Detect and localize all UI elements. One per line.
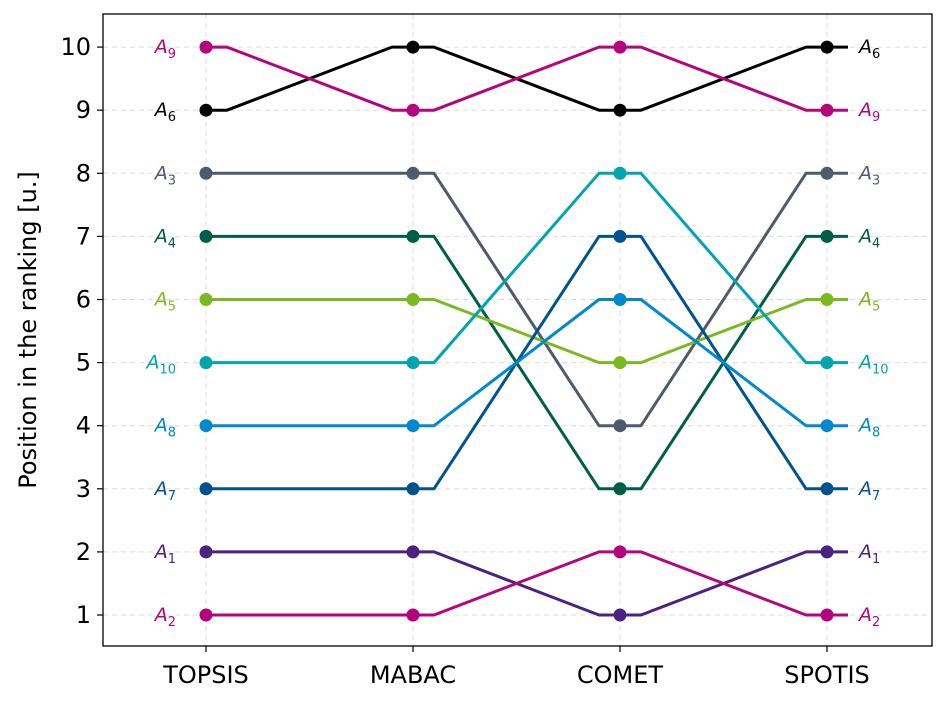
point-a6-topsis — [199, 103, 213, 117]
y-axis-label: Position in the ranking [u.] — [14, 171, 42, 489]
x-tick-label: TOPSIS — [162, 661, 249, 689]
series-end-labels: A1 A1 A2 A2 A3 A3 A4 A4 A5 A5 A6 A6 A7 A7 A8 A8 A9 A9 A10 A… — [144, 36, 888, 630]
point-a6-spotis — [820, 40, 834, 54]
point-a6-comet — [613, 103, 627, 117]
point-a5-topsis — [199, 293, 213, 306]
y-tick-label: 7 — [76, 222, 91, 250]
point-a9-mabac — [406, 103, 420, 117]
label-right-a3: A3 — [857, 162, 880, 188]
point-a10-mabac — [406, 356, 420, 370]
point-a9-spotis — [820, 103, 834, 117]
plot-frame — [102, 13, 933, 647]
point-a1-topsis — [199, 545, 213, 559]
label-right-a10: A10 — [857, 352, 889, 378]
point-a8-spotis — [820, 419, 834, 433]
y-tick-label: 5 — [76, 349, 91, 377]
point-a1-spotis — [820, 545, 834, 559]
point-a9-topsis — [199, 40, 213, 54]
y-tick-label: 6 — [76, 286, 91, 314]
point-a6-mabac — [406, 40, 420, 54]
label-right-a5: A5 — [857, 289, 880, 315]
label-left-a7: A7 — [153, 478, 176, 504]
point-a3-comet — [613, 419, 627, 433]
series-line-a5 — [206, 298, 848, 365]
point-a5-spotis — [820, 293, 834, 306]
point-a4-comet — [613, 482, 627, 496]
label-left-a3: A3 — [153, 162, 176, 188]
y-tick-label: 10 — [60, 33, 91, 61]
y-tick-label: 1 — [76, 601, 91, 629]
point-a8-mabac — [406, 419, 420, 433]
y-axis-ticks: 1 2 3 4 5 6 7 8 9 10 — [60, 33, 103, 629]
point-a2-mabac — [406, 608, 420, 622]
point-a10-spotis — [820, 356, 834, 370]
label-left-a6: A6 — [153, 99, 176, 125]
x-tick-label: MABAC — [370, 661, 456, 689]
series-line-a10 — [206, 171, 848, 365]
label-right-a9: A9 — [857, 99, 880, 125]
point-a8-topsis — [199, 419, 213, 433]
point-a1-comet — [613, 608, 627, 622]
label-left-a4: A4 — [153, 225, 176, 251]
point-a2-comet — [613, 545, 627, 559]
point-a4-spotis — [820, 229, 834, 243]
label-right-a4: A4 — [857, 225, 880, 251]
label-left-a10: A10 — [144, 352, 176, 378]
label-left-a9: A9 — [153, 36, 176, 62]
point-a3-topsis — [199, 166, 213, 180]
series-line-a1 — [206, 550, 848, 617]
series-line-a6 — [206, 45, 848, 112]
y-tick-label: 2 — [76, 538, 91, 566]
label-left-a1: A1 — [153, 541, 176, 567]
point-a7-spotis — [820, 482, 834, 496]
point-a4-mabac — [406, 229, 420, 243]
label-right-a1: A1 — [857, 541, 880, 567]
label-left-a2: A2 — [153, 604, 176, 630]
point-a3-spotis — [820, 166, 834, 180]
point-a2-spotis — [820, 608, 834, 622]
x-axis-ticks: TOPSIS MABAC COMET SPOTIS — [162, 646, 870, 689]
x-tick-label: COMET — [577, 661, 664, 689]
point-a10-topsis — [199, 356, 213, 370]
point-a7-mabac — [406, 482, 420, 496]
point-a5-mabac — [406, 293, 420, 306]
point-a1-mabac — [406, 545, 420, 559]
x-tick-label: SPOTIS — [784, 661, 870, 689]
series-lines — [206, 45, 848, 617]
y-tick-label: 3 — [76, 475, 91, 503]
point-a7-comet — [613, 229, 627, 243]
series-line-a2 — [206, 550, 848, 617]
label-right-a2: A2 — [857, 604, 880, 630]
y-tick-label: 4 — [76, 412, 91, 440]
point-a5-comet — [613, 356, 627, 370]
y-tick-label: 8 — [76, 159, 91, 187]
point-a2-topsis — [199, 608, 213, 622]
point-a7-topsis — [199, 482, 213, 496]
label-right-a8: A8 — [857, 415, 880, 441]
label-left-a8: A8 — [153, 415, 176, 441]
point-a9-comet — [613, 40, 627, 54]
series-points — [199, 40, 834, 622]
label-right-a7: A7 — [857, 478, 880, 504]
point-a3-mabac — [406, 166, 420, 180]
y-tick-label: 9 — [76, 96, 91, 124]
point-a4-topsis — [199, 229, 213, 243]
series-line-a8 — [206, 298, 848, 428]
label-right-a6: A6 — [857, 36, 880, 62]
point-a10-comet — [613, 166, 627, 180]
series-line-a9 — [206, 45, 848, 112]
series-line-a3 — [206, 171, 848, 428]
label-left-a5: A5 — [153, 289, 176, 315]
point-a8-comet — [613, 293, 627, 306]
